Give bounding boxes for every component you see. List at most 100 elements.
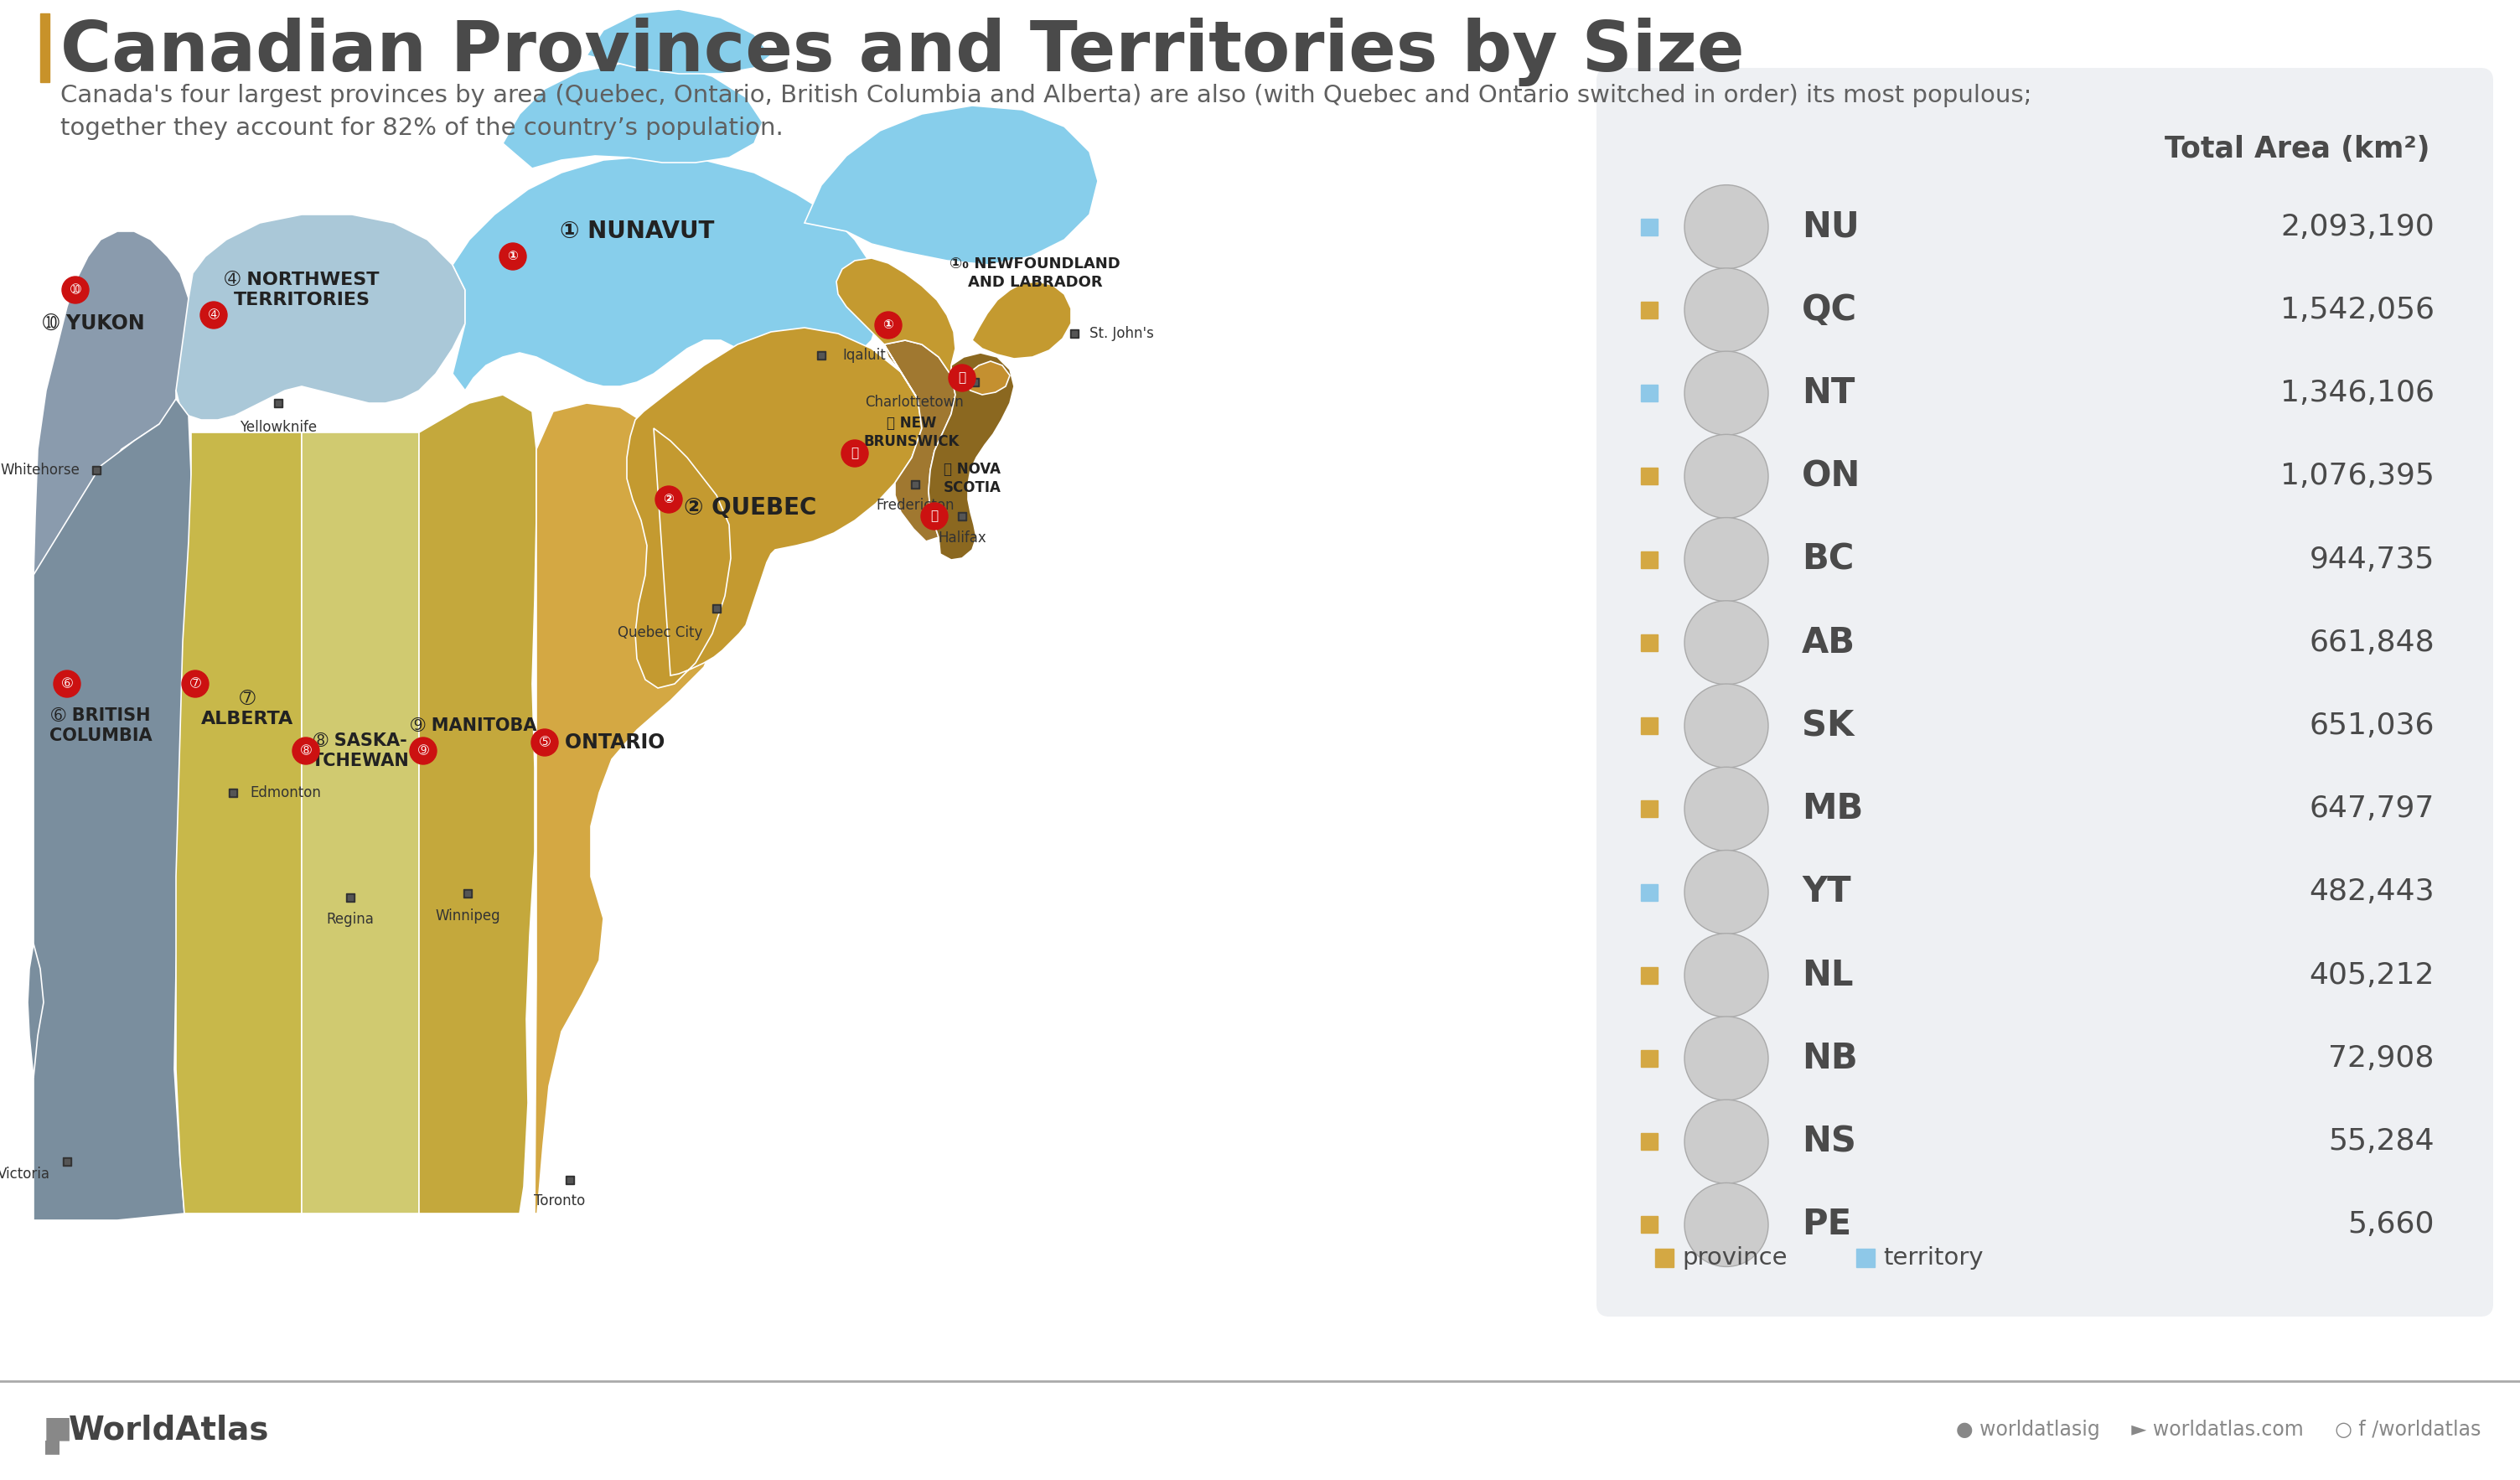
Text: 647,797: 647,797 [2308,795,2434,823]
Text: ①₀ NEWFOUNDLAND
AND LABRADOR: ①₀ NEWFOUNDLAND AND LABRADOR [950,256,1121,290]
Bar [1641,1049,1658,1067]
Polygon shape [963,361,1011,395]
Bar [1641,1134,1658,1150]
Text: ■: ■ [43,1439,60,1455]
Text: ①: ① [882,318,895,332]
Bar [1641,302,1658,318]
Text: ➃: ➃ [209,309,219,321]
Ellipse shape [1683,684,1769,768]
Bar [40,13,50,81]
Polygon shape [973,281,1071,358]
Text: ➉ YUKON: ➉ YUKON [43,314,144,333]
Text: ②: ② [663,493,675,506]
Polygon shape [885,340,955,542]
Text: 72,908: 72,908 [2328,1045,2434,1073]
Text: province: province [1681,1246,1787,1270]
Polygon shape [176,215,466,420]
Text: ■: ■ [43,1413,73,1443]
Text: ➈: ➈ [418,744,428,758]
Text: Iqaluit: Iqaluit [842,348,885,363]
Text: NB: NB [1802,1040,1857,1076]
Text: 1,076,395: 1,076,395 [2281,462,2434,490]
Text: Winnipeg: Winnipeg [436,909,499,924]
Bar [1641,1217,1658,1233]
Polygon shape [454,155,879,391]
Circle shape [181,670,209,697]
Ellipse shape [1683,185,1769,269]
Text: ON: ON [1802,459,1860,494]
Text: 661,848: 661,848 [2308,629,2434,657]
Text: 405,212: 405,212 [2308,961,2434,990]
Polygon shape [418,395,537,1214]
Bar [1641,468,1658,484]
Text: ➄: ➄ [539,736,549,749]
Bar [1641,718,1658,734]
Polygon shape [927,352,1013,559]
Circle shape [63,277,88,303]
Text: AB: AB [1802,625,1855,660]
Text: 651,036: 651,036 [2308,712,2434,740]
Polygon shape [504,64,764,169]
Text: 55,284: 55,284 [2328,1128,2434,1156]
Text: ➄ ONTARIO: ➄ ONTARIO [542,733,665,752]
Polygon shape [176,432,302,1214]
Text: SK: SK [1802,709,1855,743]
Text: Halifax: Halifax [937,530,985,546]
Bar [1641,635,1658,651]
Text: 1,542,056: 1,542,056 [2281,296,2434,324]
Polygon shape [587,9,771,74]
Text: NL: NL [1802,958,1852,993]
Text: ● worldatlasig     ► worldatlas.com     ○ f /worldatlas: ● worldatlasig ► worldatlas.com ○ f /wor… [1956,1419,2480,1440]
Text: ➃ NORTHWEST
TERRITORIES: ➃ NORTHWEST TERRITORIES [224,271,378,309]
Text: QC: QC [1802,293,1857,327]
Text: ⑭: ⑭ [958,371,965,385]
Text: NU: NU [1802,209,1860,244]
Polygon shape [534,403,728,1214]
Ellipse shape [1683,850,1769,934]
Text: ⑪: ⑪ [852,447,859,460]
Circle shape [532,730,557,756]
Circle shape [292,737,320,764]
Text: ①: ① [507,250,519,263]
Polygon shape [302,432,418,1214]
Text: ② QUEBEC: ② QUEBEC [683,496,816,519]
Polygon shape [804,105,1099,265]
Text: ⑬ NOVA
SCOTIA: ⑬ NOVA SCOTIA [942,462,1000,496]
Text: Fredericton: Fredericton [877,497,955,514]
Ellipse shape [1683,1100,1769,1184]
Text: Whitehorse: Whitehorse [0,463,81,478]
Bar [1641,551,1658,568]
Text: 5,660: 5,660 [2349,1211,2434,1239]
Polygon shape [627,327,922,688]
Text: ➆
ALBERTA: ➆ ALBERTA [202,690,292,728]
Text: 1,346,106: 1,346,106 [2281,379,2434,407]
Text: St. John's: St. John's [1089,326,1154,340]
Circle shape [920,503,948,530]
Ellipse shape [1683,601,1769,685]
Text: 2,093,190: 2,093,190 [2281,213,2434,241]
Text: Regina: Regina [328,912,373,926]
Text: 944,735: 944,735 [2308,545,2434,574]
Text: NS: NS [1802,1123,1857,1159]
Text: ➉: ➉ [71,284,81,296]
Text: WorldAtlas: WorldAtlas [68,1413,270,1446]
Bar [1641,801,1658,817]
Text: ① NUNAVUT: ① NUNAVUT [559,219,713,243]
Text: Toronto: Toronto [534,1193,585,1209]
Text: NT: NT [1802,376,1855,411]
Text: ➈ MANITOBA: ➈ MANITOBA [411,718,537,734]
Text: territory: territory [1882,1246,1983,1270]
Ellipse shape [1683,1017,1769,1100]
Text: ➆: ➆ [189,678,202,690]
Polygon shape [33,400,192,1220]
Text: Canadian Provinces and Territories by Size: Canadian Provinces and Territories by Si… [60,18,1744,86]
Circle shape [948,364,975,391]
Text: ➅: ➅ [60,678,73,690]
Circle shape [53,670,81,697]
Text: ⑪ NEW
BRUNSWICK: ⑪ NEW BRUNSWICK [864,416,960,450]
Text: BC: BC [1802,542,1855,577]
Text: Edmonton: Edmonton [249,786,320,801]
Bar [1641,966,1658,984]
Text: Victoria: Victoria [0,1166,50,1181]
FancyBboxPatch shape [1598,68,2492,1317]
